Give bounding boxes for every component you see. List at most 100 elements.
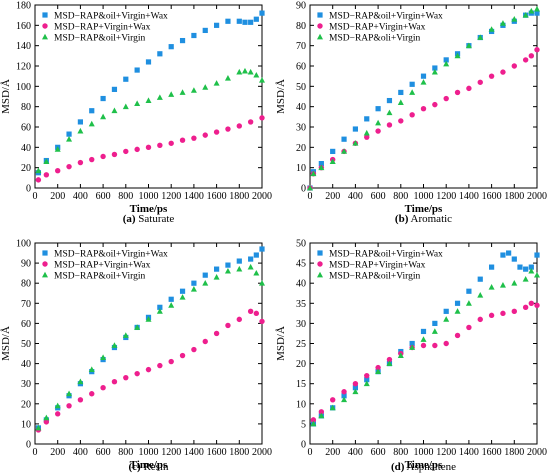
y-tick-label: 100 (16, 82, 31, 93)
data-point-circle (157, 142, 163, 148)
x-tick-label: 1400 (184, 447, 204, 458)
data-point-triangle (443, 60, 450, 67)
data-point-triangle (431, 328, 438, 334)
data-point-square (66, 131, 72, 137)
data-point-triangle (100, 113, 107, 120)
legend-label: MSD−RAP&oil+Virgin+Wax (54, 11, 168, 21)
x-tick-label: 2000 (527, 447, 547, 458)
data-point-square (534, 10, 540, 16)
y-tick-label: 0 (301, 440, 306, 451)
legend-marker-square (317, 12, 323, 18)
legend-marker-triangle (317, 33, 323, 40)
data-point-circle (534, 302, 540, 309)
data-point-circle (522, 304, 529, 311)
y-tick-label: 60 (21, 319, 31, 330)
x-tick-label: 2000 (252, 191, 272, 202)
legend-label: MSD−RAP+Virgin+Wax (54, 260, 151, 270)
data-point-square (523, 266, 529, 272)
series-group (307, 5, 540, 191)
data-point-triangle (341, 148, 348, 154)
data-point-triangle (454, 52, 461, 59)
y-tick-label: 90 (296, 1, 306, 12)
x-tick-label: 2000 (252, 447, 272, 458)
data-point-square (330, 148, 336, 154)
data-point-circle (111, 378, 118, 385)
data-point-square (259, 10, 265, 16)
series-group (35, 115, 265, 183)
data-point-triangle (499, 282, 506, 288)
data-point-square (398, 89, 404, 96)
data-point-square (352, 126, 358, 132)
data-point-square (500, 252, 506, 258)
data-point-square (506, 250, 512, 256)
data-point-triangle (528, 267, 535, 274)
x-tick-label: 1000 (139, 447, 159, 458)
data-point-square (111, 86, 118, 92)
legend-label: MSD−RAP&oil+Virgin+Wax (54, 249, 168, 259)
y-tick-label: 15 (296, 379, 306, 390)
data-point-triangle (341, 396, 348, 403)
y-tick-label: 0 (26, 184, 31, 195)
data-point-circle (466, 85, 472, 92)
x-tick-label: 0 (308, 447, 313, 458)
data-point-triangle (318, 164, 325, 171)
data-point-triangle (77, 378, 84, 385)
data-point-circle (225, 322, 231, 329)
legend: MSD−RAP&oil+Virgin+WaxMSD−RAP+Virgin+Wax… (317, 11, 443, 43)
data-point-circle (100, 153, 106, 160)
legend-label: MSD−RAP&oil+Virgin (54, 33, 146, 43)
y-tick-label: 90 (21, 259, 31, 270)
data-point-circle (236, 123, 242, 129)
data-point-square (145, 59, 152, 65)
data-point-triangle (259, 280, 265, 286)
data-point-circle (213, 129, 220, 135)
x-tick-label: 1000 (414, 191, 434, 202)
series-group (310, 300, 540, 423)
y-axis-label: MSD/Å (275, 326, 287, 361)
data-point-triangle (522, 11, 529, 18)
data-point-triangle (329, 158, 336, 164)
data-point-square (179, 288, 186, 294)
data-point-circle (77, 397, 84, 403)
data-point-triangle (77, 127, 84, 134)
y-tick-label: 50 (296, 239, 306, 250)
x-tick-label: 1200 (161, 447, 181, 458)
x-tick-label: 800 (118, 447, 133, 458)
data-point-square (123, 76, 129, 82)
x-tick-label: 200 (50, 191, 65, 202)
data-point-circle (330, 397, 336, 403)
data-point-triangle (431, 68, 438, 75)
data-point-triangle (202, 84, 209, 90)
data-point-square (443, 308, 449, 314)
chart-panel: 0 200 400 600 800 1000 1200 1400 1600 1800 2000 0 5 1… (275, 239, 547, 474)
data-point-square (253, 16, 259, 22)
legend-marker-circle (42, 261, 48, 267)
data-point-square (477, 276, 483, 282)
legend-label: MSD−RAP+Virgin+Wax (329, 260, 426, 270)
panel-caption-letter: (d) (391, 461, 405, 473)
data-point-square (157, 51, 163, 57)
x-tick-label: 400 (348, 191, 363, 202)
data-point-circle (202, 338, 208, 345)
x-axis-label: Time/ps (405, 459, 443, 471)
data-point-circle (145, 366, 152, 373)
series-group (310, 267, 540, 427)
y-tick-label: 40 (296, 102, 306, 113)
x-tick-label: 1200 (436, 447, 456, 458)
data-point-square (236, 258, 242, 264)
y-tick-label: 30 (21, 379, 31, 390)
x-axis-label: Time/ps (130, 203, 168, 215)
y-tick-label: 50 (296, 82, 306, 93)
data-point-triangle (443, 316, 450, 322)
data-point-triangle (477, 292, 484, 298)
y-tick-label: 40 (21, 359, 31, 370)
y-tick-label: 20 (21, 399, 31, 410)
data-point-square (517, 264, 523, 270)
data-point-triangle (145, 316, 152, 322)
data-point-square (341, 393, 347, 399)
data-point-circle (420, 106, 427, 112)
x-tick-label: 1600 (207, 447, 227, 458)
panel-caption-name: Resin (141, 461, 169, 473)
data-point-triangle (420, 79, 427, 85)
data-point-circle (259, 318, 265, 325)
